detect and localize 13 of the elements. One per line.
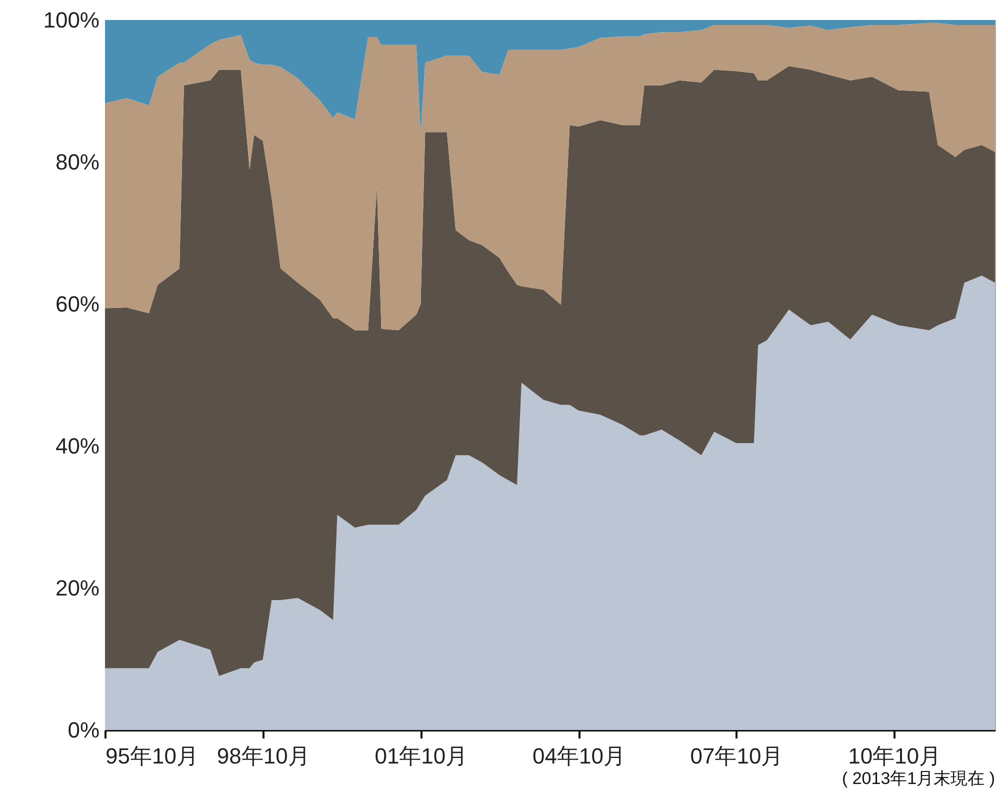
text: ( 2013年1月末現在 ) (842, 769, 995, 788)
x-tick-label: 01年10月 (374, 744, 468, 768)
y-tick-label: 40% (55, 434, 100, 458)
x-tick-label: 07年10月 (690, 744, 784, 768)
x-tick-label: 10年10月 (848, 744, 942, 768)
x-tick-label: 98年10月 (216, 744, 310, 768)
y-tick-label: 20% (55, 576, 100, 600)
x-tick-label: 04年10月 (532, 744, 626, 768)
x-tick-label: 95年10月 (106, 744, 198, 768)
y-tick-label: 80% (55, 150, 100, 174)
y-tick-label: 100% (43, 8, 100, 32)
y-tick-label: 0% (68, 718, 100, 742)
y-tick-label: 60% (55, 292, 100, 316)
